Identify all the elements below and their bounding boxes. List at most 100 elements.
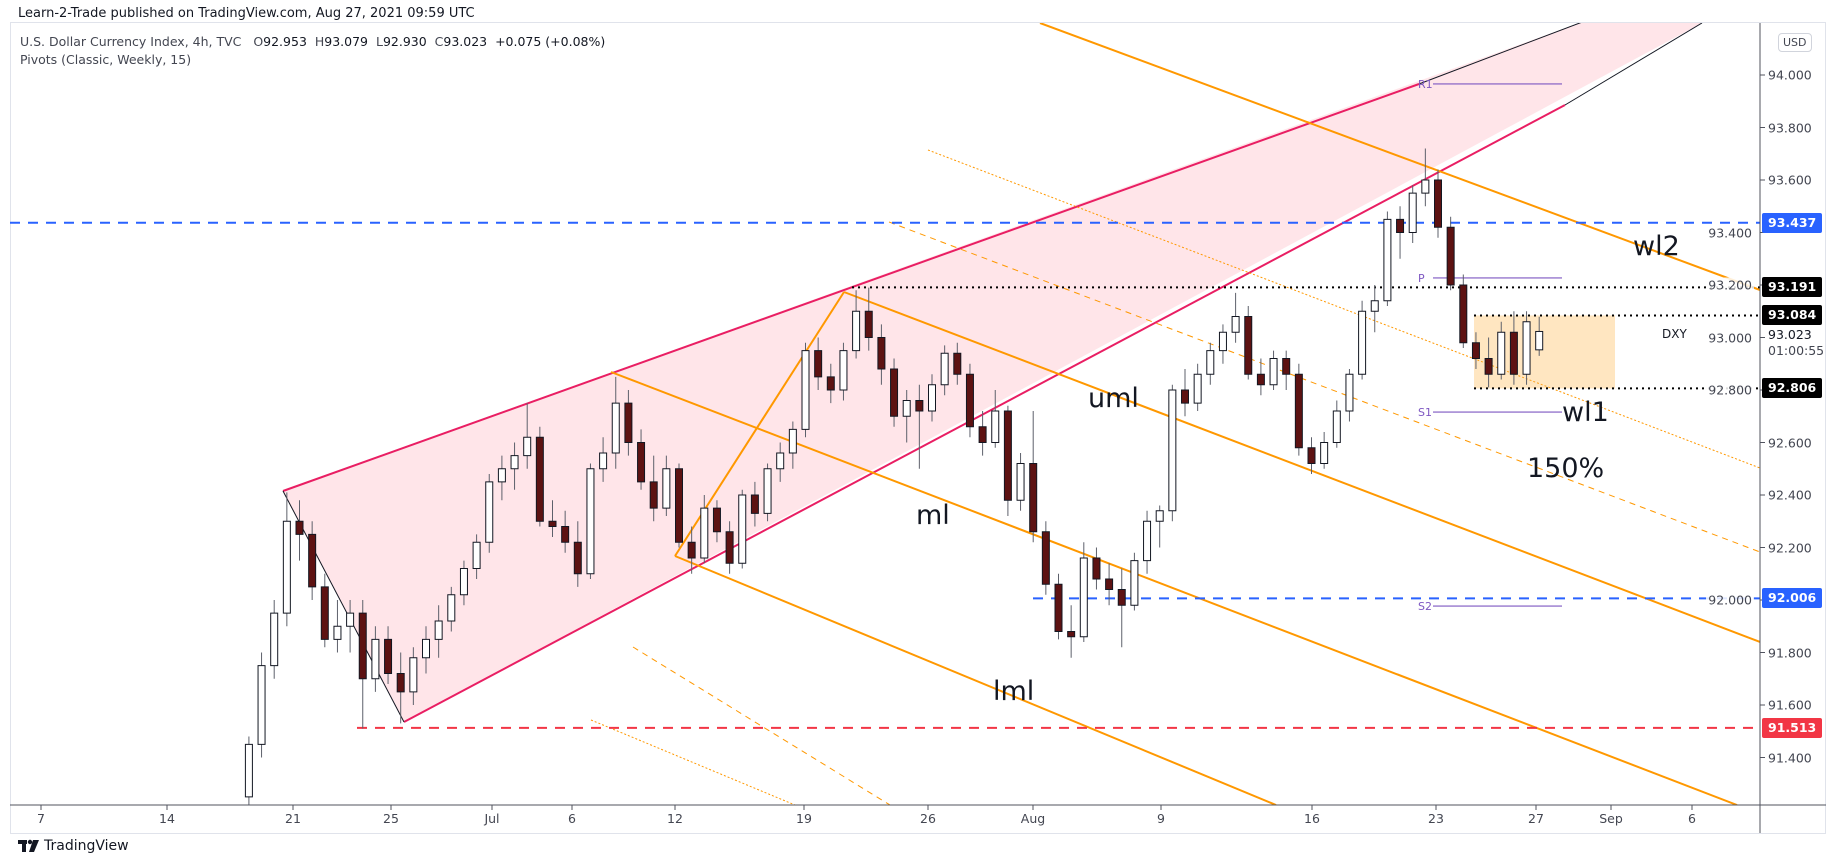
symbol-legend[interactable]: U.S. Dollar Currency Index, 4h, TVC O92.…	[20, 34, 605, 49]
candle-body-up	[459, 568, 468, 596]
time-tick-label: 12	[667, 811, 683, 826]
time-tick-label: Jul	[484, 811, 500, 826]
candle-body-up	[1497, 331, 1506, 375]
candle	[409, 647, 418, 705]
time-tick-label: 23	[1428, 811, 1444, 826]
time-tick-label: 6	[1688, 811, 1696, 826]
price-level-badge: 92.806	[1762, 378, 1823, 399]
candle-body-up	[497, 468, 506, 483]
candle-body-down	[712, 507, 721, 533]
price-level-badge: 93.437	[1762, 212, 1823, 233]
pivot-label-s1: S1	[1418, 406, 1432, 419]
candle	[1181, 369, 1189, 417]
candle	[738, 489, 747, 569]
candle-body-up	[1383, 218, 1392, 302]
drawings-layer	[10, 23, 1760, 805]
candle	[1471, 332, 1480, 369]
candle-body-up	[1193, 373, 1202, 404]
time-tick-label: 7	[37, 811, 45, 826]
candle-body-up	[586, 468, 595, 575]
wedge-lower-line	[403, 104, 1566, 723]
pivot-label-s2: S2	[1418, 600, 1432, 613]
candle	[561, 510, 570, 553]
candle	[1067, 605, 1076, 658]
candle	[1256, 358, 1265, 396]
candle-body-down	[1256, 373, 1265, 386]
candle-body-up	[662, 468, 671, 509]
candle	[965, 363, 974, 438]
candle	[1459, 274, 1468, 348]
candle-body-up	[738, 494, 747, 564]
indicator-legend[interactable]: Pivots (Classic, Weekly, 15)	[20, 52, 192, 67]
candle	[662, 455, 671, 516]
candle-body-down	[320, 586, 329, 640]
candle	[1383, 211, 1392, 306]
label-wl1: wl1	[1562, 397, 1609, 428]
price-tick-label: 94.000	[1768, 67, 1812, 83]
candle-body-up	[1155, 510, 1164, 522]
open-value: 92.953	[263, 34, 307, 49]
candle-body-down	[1396, 218, 1405, 233]
time-tick-label: 26	[920, 811, 936, 826]
candle-body-down	[535, 436, 544, 522]
candle	[308, 521, 317, 600]
candle	[750, 481, 759, 527]
brand-name: TradingView	[44, 838, 129, 854]
price-tick-label: 93.800	[1768, 120, 1812, 135]
candle-body-up	[409, 657, 418, 693]
candle-body-up	[902, 400, 911, 417]
candle	[1218, 324, 1227, 364]
candle	[1130, 552, 1139, 611]
candle-body-down	[915, 400, 924, 412]
candle-body-up	[1522, 321, 1531, 375]
candle	[801, 342, 810, 438]
candle-body-up	[1535, 330, 1544, 351]
close-label: C	[434, 34, 444, 49]
candle-body-down	[1029, 463, 1038, 533]
candle-body-up	[1231, 316, 1240, 333]
time-tick-label: 21	[285, 811, 301, 826]
candle	[915, 384, 924, 469]
price-tick-label: 91.800	[1768, 645, 1812, 660]
candle-body-down	[953, 352, 962, 375]
candle-body-up	[422, 638, 430, 659]
candle	[270, 600, 279, 679]
candle-body-up	[434, 620, 443, 640]
candle	[1396, 206, 1405, 259]
candle-body-down	[725, 531, 734, 564]
candle-body-down	[637, 442, 646, 483]
candle	[1509, 311, 1518, 385]
candle-body-up	[485, 481, 494, 543]
candle	[1522, 311, 1531, 385]
candle-body-down	[965, 373, 974, 428]
price-tick-label: 92.800	[1706, 382, 1754, 398]
candle-body-up	[991, 410, 1000, 443]
price-tick-label: 92.400	[1768, 487, 1812, 503]
price-level-badge: 93.084	[1762, 305, 1823, 326]
currency-button[interactable]: USD	[1778, 33, 1812, 52]
candle-body-up	[523, 436, 532, 457]
candle	[1408, 185, 1417, 243]
candle	[1358, 300, 1367, 380]
pivot-label-r1: R1	[1418, 78, 1433, 91]
candle	[1244, 306, 1253, 380]
price-level-badge: 91.513	[1762, 717, 1823, 738]
candle	[953, 342, 962, 385]
lower-dotted-line	[590, 719, 796, 805]
footer: TradingView	[18, 838, 129, 854]
candle-body-up	[1332, 410, 1341, 443]
candle	[1421, 148, 1430, 207]
candle-body-down	[1244, 316, 1253, 375]
candle-body-down	[1054, 583, 1063, 632]
wedge-upper-extension	[1418, 23, 1582, 85]
annotation-labels: wl2 uml ml lml wl1 150% R1 P S1 S2	[916, 78, 1680, 707]
candle-body-up	[1079, 557, 1088, 638]
candle	[459, 560, 468, 606]
candle	[1029, 411, 1038, 543]
candle-body-down	[1484, 358, 1493, 375]
candle	[725, 521, 734, 574]
label-uml: uml	[1088, 383, 1139, 414]
candle	[839, 342, 848, 401]
warning-line-2	[1039, 23, 1760, 291]
